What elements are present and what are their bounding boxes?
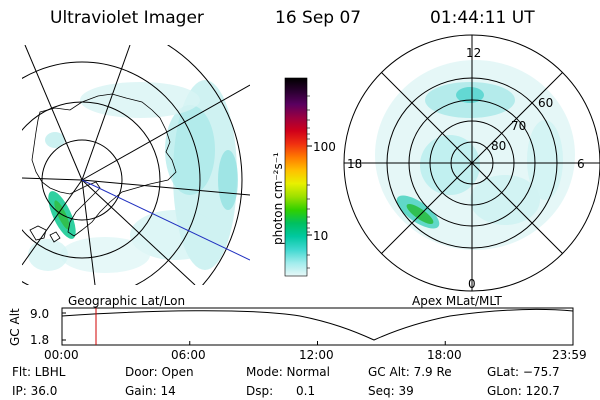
timeline-xtick-1200: 12:00 xyxy=(299,348,334,362)
filter-info: Flt: LBHL xyxy=(12,365,66,379)
mlat-label-70: 70 xyxy=(511,119,527,133)
timeline-ytick-max: 9.0 xyxy=(30,307,50,321)
door-info: Door: Open xyxy=(125,365,194,379)
instrument-title: Ultraviolet Imager xyxy=(50,8,204,28)
colorbar-tick-100: 100 xyxy=(313,140,336,154)
timeline-xtick-2359: 23:59 xyxy=(552,348,587,362)
glat-info: GLat: −75.7 xyxy=(487,365,560,379)
time-label: 01:44:11 UT xyxy=(430,8,535,28)
colorbar xyxy=(284,77,312,277)
geo-emission xyxy=(28,80,238,273)
timeline-xtick-0000: 00:00 xyxy=(44,348,79,362)
mlat-label-80: 80 xyxy=(491,139,507,153)
mlt-label-6: 6 xyxy=(577,157,585,171)
colorbar-unit-label: photon cm⁻²s⁻¹ xyxy=(271,152,285,245)
timeline-ytick-min: 1.8 xyxy=(30,333,50,347)
sun-direction-line xyxy=(81,179,250,261)
mag-panel-caption: Apex MLat/MLT xyxy=(412,294,502,308)
mode-info: Mode: Normal xyxy=(246,365,330,379)
dsp-value: 0.1 xyxy=(296,384,316,398)
dsp-label: Dsp: xyxy=(246,384,274,398)
timeline-xtick-0600: 06:00 xyxy=(171,348,206,362)
mlt-label-12: 12 xyxy=(466,46,482,60)
geo-lat-circles xyxy=(22,45,243,285)
mlt-label-0: 0 xyxy=(468,277,476,291)
coastline xyxy=(31,93,177,237)
mlt-label-18: 18 xyxy=(347,157,363,171)
gc-alt-info: GC Alt: 7.9 Re xyxy=(368,365,452,379)
glon-info: GLon: 120.7 xyxy=(487,384,560,398)
seq-info: Seq: 39 xyxy=(368,384,414,398)
date-label: 16 Sep 07 xyxy=(275,8,362,28)
geo-panel-caption: Geographic Lat/Lon xyxy=(68,294,186,308)
gain-info: Gain: 14 xyxy=(125,384,176,398)
mlat-label-60: 60 xyxy=(538,96,554,110)
geo-meridians xyxy=(22,45,250,285)
magnetic-polar-plot xyxy=(343,34,600,292)
timeline-ylabel: GC Alt xyxy=(8,308,22,346)
timeline-plot xyxy=(61,307,574,346)
mag-emission xyxy=(375,60,575,250)
colorbar-tick-10: 10 xyxy=(313,229,329,243)
timeline-xtick-1800: 18:00 xyxy=(427,348,462,362)
altitude-curve xyxy=(61,308,574,341)
ip-info: IP: 36.0 xyxy=(12,384,58,398)
geographic-map xyxy=(22,45,250,285)
